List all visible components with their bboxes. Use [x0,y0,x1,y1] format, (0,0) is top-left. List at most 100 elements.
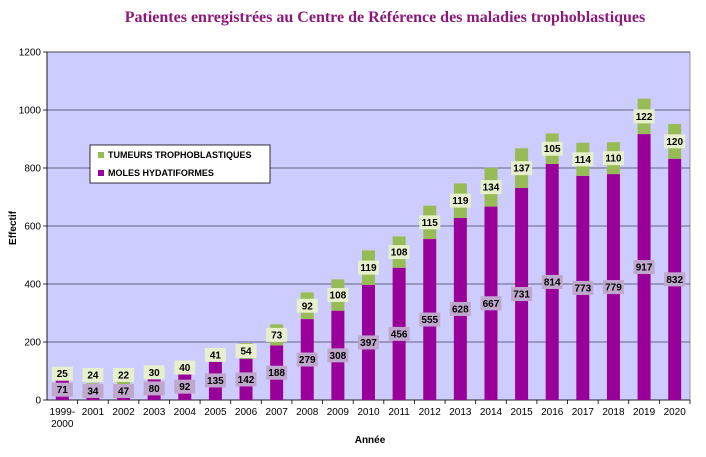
data-label-tumeurs: 119 [360,263,377,274]
data-label-tumeurs: 92 [302,301,314,312]
data-label-tumeurs: 40 [179,363,191,374]
y-tick-label: 800 [24,164,41,175]
data-label-bg-moles [174,379,196,394]
data-label-tumeurs: 41 [210,350,222,361]
data-label-tumeurs: 110 [605,154,622,165]
x-tick-label: 2006 [235,407,258,418]
x-tick-label: 2001 [82,407,105,418]
data-label-moles: 397 [360,338,377,349]
bar-tumeurs [117,379,131,387]
y-tick-label: 1200 [19,48,42,59]
x-tick-label: 2011 [388,407,410,418]
data-label-bg-moles [235,372,257,387]
x-tick-label: 2014 [480,407,503,418]
data-label-bg-tumeurs [511,161,533,176]
data-label-tumeurs: 108 [330,291,347,302]
x-tick-label: 2010 [357,407,380,418]
data-label-bg-moles [82,384,104,398]
data-label-bg-moles [511,287,533,302]
data-label-bg-tumeurs [51,366,73,381]
data-label-bg-tumeurs [143,365,165,380]
data-label-moles: 47 [118,387,130,398]
data-label-moles: 731 [513,290,530,301]
data-label-bg-tumeurs [449,193,471,208]
x-tick-label: 2016 [541,407,564,418]
data-label-bg-moles [358,335,379,350]
legend-swatch-tumeurs [98,152,104,158]
data-label-bg-tumeurs [296,298,318,313]
data-label-bg-moles [449,301,471,316]
data-label-moles: 456 [391,329,408,340]
data-label-moles: 188 [268,368,285,379]
y-tick-label: 200 [24,338,41,349]
x-tick-label: 2008 [296,407,319,418]
x-tick-label: 1999-2000 [50,407,76,430]
y-tick-label: 600 [24,222,41,233]
data-label-bg-tumeurs [664,134,686,149]
data-label-moles: 308 [330,351,347,362]
data-label-moles: 667 [483,299,500,310]
data-label-moles: 555 [421,315,438,326]
data-label-bg-tumeurs [204,347,226,362]
legend: TUMEURS TROPHOBLASTIQUES MOLES HYDATIFOR… [89,144,271,184]
data-label-bg-tumeurs [633,109,655,124]
plot-area: 0 200 400 600 800 1000 1200 71 25 1999-2000 34 24 20… [19,48,691,430]
legend-swatch-moles [98,170,104,176]
data-label-tumeurs: 73 [271,330,283,341]
data-label-moles: 773 [574,283,591,294]
data-label-tumeurs: 25 [57,369,69,380]
legend-label-moles: MOLES HYDATIFORMES [108,168,214,178]
x-tick-label: 2004 [174,407,197,418]
data-label-bg-tumeurs [82,368,104,382]
data-label-bg-moles [664,272,686,287]
x-tick-label: 2015 [510,407,533,418]
data-label-bg-moles [419,312,441,327]
data-label-tumeurs: 122 [636,112,653,123]
x-tick-label: 2012 [419,407,442,418]
data-label-bg-tumeurs [327,288,349,303]
data-label-tumeurs: 134 [483,183,500,194]
data-label-bg-tumeurs [541,141,563,156]
data-label-bg-tumeurs [419,215,441,230]
data-label-tumeurs: 114 [575,155,592,166]
x-tick-label: 2020 [664,407,687,418]
data-label-bg-moles [51,382,73,397]
data-label-bg-tumeurs [388,245,410,260]
x-tick-label: 2009 [327,407,350,418]
data-label-moles: 80 [149,384,161,395]
x-tick-label: 2017 [572,407,595,418]
data-label-bg-moles [266,365,288,380]
data-label-bg-tumeurs [602,151,624,166]
data-label-bg-tumeurs [358,260,379,275]
data-label-bg-tumeurs [235,343,257,358]
data-label-bg-tumeurs [572,152,594,167]
data-label-moles: 917 [636,263,653,274]
x-tick-label: 2003 [143,407,166,418]
y-tick-label: 0 [35,396,41,407]
data-label-moles: 779 [605,283,622,294]
data-label-bg-moles [296,352,318,367]
data-label-bg-moles [480,296,502,311]
data-label-bg-moles [327,348,349,363]
data-label-bg-tumeurs [113,368,135,382]
data-label-moles: 832 [666,275,683,286]
data-label-moles: 142 [238,375,255,386]
data-label-moles: 34 [87,387,99,398]
x-tick-label: 2013 [449,407,472,418]
data-label-moles: 814 [544,277,561,288]
chart-title: Patientes enregistrées au Centre de Réfé… [125,9,646,26]
data-label-bg-tumeurs [480,180,502,195]
data-label-moles: 71 [57,385,69,396]
data-label-bg-moles [633,260,655,275]
data-label-bg-tumeurs [174,360,196,375]
legend-box [89,144,271,184]
x-tick-label: 2019 [633,407,656,418]
x-axis-label: Année [355,435,386,446]
data-label-bg-tumeurs [266,327,288,342]
data-label-tumeurs: 22 [118,371,130,382]
data-label-bg-moles [572,280,594,295]
data-label-bg-moles [204,373,226,388]
data-label-tumeurs: 137 [513,164,530,175]
